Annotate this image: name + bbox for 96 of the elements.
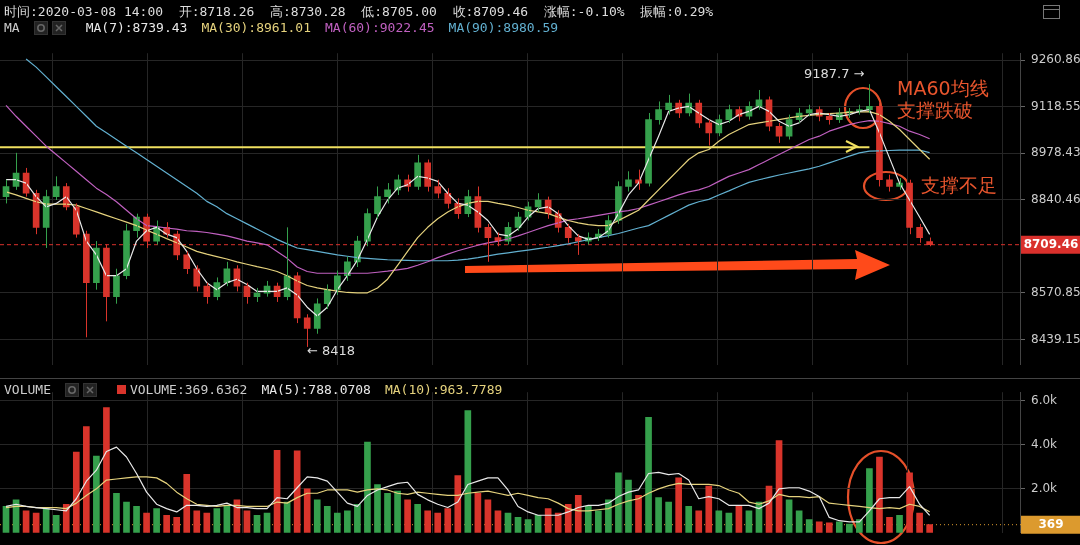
y-tick-label: 9260.86 — [1031, 52, 1080, 67]
bar — [193, 510, 201, 533]
bar — [835, 521, 843, 533]
bar — [103, 407, 110, 533]
bar — [434, 512, 442, 533]
bar — [554, 512, 562, 533]
bar — [113, 492, 120, 533]
bar — [72, 451, 80, 533]
bar — [605, 499, 612, 533]
bar — [42, 508, 50, 533]
candlestick — [193, 264, 201, 292]
bar — [143, 512, 150, 533]
bar — [846, 523, 853, 533]
candlestick — [825, 112, 833, 126]
bar — [655, 497, 662, 533]
chart-title: 时间:2020-03-08 14:00 开:8718.26 高:8730.28 低:8705.00 收:8709.46 涨幅:-0.10% 振幅:0.29% — [4, 3, 714, 21]
annotation: 9187.7 → — [804, 66, 865, 81]
bar — [203, 512, 211, 533]
legend-label: VOLUME:369.6362 — [128, 382, 248, 397]
text: MA(30):8961.01 — [201, 20, 311, 35]
bar — [153, 508, 160, 533]
bar — [123, 501, 130, 533]
bar — [584, 506, 592, 533]
bar — [815, 521, 823, 533]
bar — [685, 506, 693, 533]
candlestick — [886, 174, 893, 193]
bar — [825, 522, 833, 533]
bar — [93, 455, 100, 533]
bar — [62, 503, 70, 533]
bar — [805, 519, 813, 533]
bar — [133, 506, 140, 533]
candlestick — [303, 313, 311, 348]
bar — [625, 479, 632, 533]
annotation: 支撑不足 — [921, 174, 997, 196]
bar — [333, 512, 341, 533]
bar — [896, 514, 903, 533]
bar — [424, 510, 432, 533]
y-tick-label: 6.0k — [1031, 393, 1058, 408]
y-tick-label: 8840.46 — [1031, 192, 1080, 206]
bar — [574, 495, 582, 533]
bar — [856, 519, 863, 533]
bar — [635, 495, 642, 533]
bar — [364, 441, 371, 533]
bar — [665, 501, 672, 533]
bar — [344, 510, 351, 533]
bar — [906, 472, 913, 533]
y-tick-label: 2.0k — [1031, 480, 1058, 495]
bar — [675, 477, 682, 533]
bar — [303, 488, 311, 533]
bar — [323, 506, 331, 533]
text: MA(5):788.0708 — [261, 382, 371, 397]
text: MA(60):9022.45 — [324, 20, 435, 35]
candlestick — [52, 175, 60, 201]
bar — [354, 503, 361, 533]
bar — [313, 499, 321, 533]
bar — [615, 472, 622, 533]
bar — [916, 512, 923, 533]
bar — [83, 426, 90, 533]
bar — [695, 510, 703, 533]
candlestick — [625, 170, 632, 193]
text: MA(90):8980.59 — [448, 20, 559, 35]
bar — [926, 524, 933, 533]
candlestick — [805, 104, 813, 117]
bar — [595, 510, 602, 533]
bar — [374, 484, 381, 533]
y-tick-label: 8439.15 — [1031, 331, 1080, 346]
bar — [404, 499, 411, 533]
y-tick-label: 8978.43 — [1031, 145, 1080, 160]
candlestick — [655, 100, 662, 126]
bar — [52, 514, 60, 533]
text: MA(7):8739.43 — [85, 20, 188, 35]
candlestick — [434, 179, 442, 199]
bar — [886, 517, 893, 533]
bar — [454, 475, 462, 533]
bar — [163, 514, 170, 533]
bar — [645, 416, 652, 533]
ref-line-label: 369 — [1038, 516, 1064, 531]
y-tick-label: 9118.55 — [1031, 99, 1080, 113]
bar — [414, 503, 421, 533]
legend-title: VOLUME — [4, 382, 51, 397]
bar — [715, 510, 723, 533]
bar — [384, 492, 391, 533]
annotation: MA60均线支撑跌破 — [897, 77, 989, 121]
legend-title: MA — [4, 20, 20, 35]
bar — [876, 456, 883, 533]
bar — [444, 508, 452, 533]
text: MA(10):963.7789 — [384, 382, 503, 397]
bar — [866, 468, 873, 533]
ref-line-label: 8709.46 — [1023, 236, 1079, 251]
y-tick-label: 4.0k — [1031, 437, 1058, 452]
bar — [705, 485, 713, 533]
bar — [173, 517, 181, 533]
bar — [183, 474, 191, 533]
annotation: ← 8418 — [307, 343, 356, 358]
y-tick-label: 8570.85 — [1031, 285, 1080, 299]
bar — [394, 490, 401, 533]
